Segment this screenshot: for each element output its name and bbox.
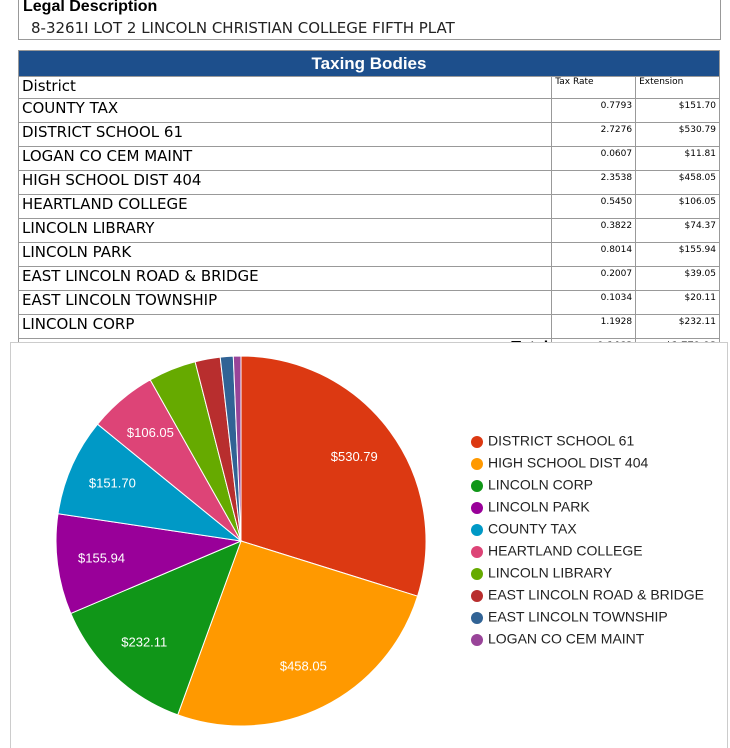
district-name: EAST LINCOLN TOWNSHIP — [17, 290, 553, 315]
tax-rate: 0.5450 — [551, 194, 637, 219]
legend-swatch — [471, 502, 483, 514]
tax-rate: 0.2007 — [551, 266, 637, 291]
district-name: LINCOLN CORP — [17, 314, 553, 339]
district-name: COUNTY TAX — [17, 98, 553, 123]
legend-swatch — [471, 546, 483, 558]
pie-slice — [55, 513, 243, 615]
slice-label: $155.94 — [78, 550, 125, 565]
legend-label: LINCOLN CORP — [488, 477, 593, 493]
district-name: EAST LINCOLN ROAD & BRIDGE — [17, 266, 553, 291]
tax-rate: 0.7793 — [551, 98, 637, 123]
tax-rate: 0.0607 — [551, 146, 637, 171]
table-row: EAST LINCOLN TOWNSHIP 0.1034 $20.11 — [17, 290, 720, 315]
legend-swatch — [471, 634, 483, 646]
legend-swatch — [471, 458, 483, 470]
slice-label: $530.79 — [331, 449, 378, 464]
slice-label: $232.11 — [121, 634, 167, 649]
pie-slice — [57, 423, 243, 542]
legend-label: LINCOLN LIBRARY — [488, 565, 613, 581]
extension: $530.79 — [635, 122, 720, 147]
table-row: LOGAN CO CEM MAINT 0.0607 $11.81 — [17, 146, 720, 171]
district-name: LOGAN CO CEM MAINT — [17, 146, 553, 171]
legend-swatch — [471, 436, 483, 448]
legend-label: COUNTY TAX — [488, 521, 577, 537]
slice-label: $458.05 — [280, 658, 327, 673]
legend-swatch — [471, 480, 483, 492]
taxing-table: Taxing Bodies District Tax Rate Extension C… — [17, 50, 720, 363]
extension: $155.94 — [635, 242, 720, 267]
pie-slice — [240, 355, 427, 597]
legend-label: HIGH SCHOOL DIST 404 — [488, 455, 648, 471]
pie-slice — [177, 540, 419, 727]
extension: $39.05 — [635, 266, 720, 291]
legend-label: EAST LINCOLN ROAD & BRIDGE — [488, 587, 704, 603]
table-row: COUNTY TAX 0.7793 $151.70 — [17, 98, 720, 123]
legend-swatch — [471, 612, 483, 624]
tax-rate: 1.1928 — [551, 314, 637, 339]
district-name: DISTRICT SCHOOL 61 — [17, 122, 553, 147]
extension: $20.11 — [635, 290, 720, 315]
table-row: LINCOLN CORP 1.1928 $232.11 — [17, 314, 720, 339]
district-name: LINCOLN PARK — [17, 242, 553, 267]
extension: $458.05 — [635, 170, 720, 195]
extension: $151.70 — [635, 98, 720, 123]
slice-label: $151.70 — [89, 476, 136, 491]
extension: $106.05 — [635, 194, 720, 219]
table-row: LINCOLN LIBRARY 0.3822 $74.37 — [17, 218, 720, 243]
tax-rate: 0.1034 — [551, 290, 637, 315]
legend-swatch — [471, 590, 483, 602]
district-name: HIGH SCHOOL DIST 404 — [17, 170, 553, 195]
extension: $232.11 — [635, 314, 720, 339]
district-name: HEARTLAND COLLEGE — [17, 194, 553, 219]
tax-rate: 0.3822 — [551, 218, 637, 243]
legal-title: Legal Description — [23, 0, 158, 15]
column-header: District — [17, 76, 553, 99]
tax-rate: 2.3538 — [551, 170, 637, 195]
slice-label: $106.05 — [127, 425, 174, 440]
chart: $530.79 $458.05 $232.11 $155.94 $151.70 $106.… — [10, 342, 728, 748]
legend-label: EAST LINCOLN TOWNSHIP — [488, 609, 668, 625]
column-header: Tax Rate — [551, 76, 637, 99]
table-row: DISTRICT SCHOOL 61 2.7276 $530.79 — [17, 122, 720, 147]
legend-swatch — [471, 568, 483, 580]
table-row: District Tax Rate Extension — [17, 76, 720, 99]
district-name: LINCOLN LIBRARY — [17, 218, 553, 243]
legend-swatch — [471, 524, 483, 536]
table-row: EAST LINCOLN ROAD & BRIDGE 0.2007 $39.05 — [17, 266, 720, 291]
table-row: LINCOLN PARK 0.8014 $155.94 — [17, 242, 720, 267]
tax-rate: 2.7276 — [551, 122, 637, 147]
legend-label: DISTRICT SCHOOL 61 — [488, 433, 634, 449]
legend-label: HEARTLAND COLLEGE — [488, 543, 643, 559]
legend-label: LOGAN CO CEM MAINT — [488, 631, 645, 647]
extension: $11.81 — [635, 146, 720, 171]
tax-rate: 0.8014 — [551, 242, 637, 267]
legal-description: Legal Description 8-3261I LOT 2 LINCOLN … — [18, 0, 721, 40]
extension: $74.37 — [635, 218, 720, 243]
pie-slice — [232, 355, 242, 542]
legal-text: 8-3261I LOT 2 LINCOLN CHRISTIAN COLLEGE … — [31, 19, 455, 37]
table-title: Taxing Bodies — [18, 50, 720, 77]
legend-label: LINCOLN PARK — [488, 499, 590, 515]
column-header: Extension — [635, 76, 720, 99]
pie-slice — [70, 540, 242, 716]
table-row: HIGH SCHOOL DIST 404 2.3538 $458.05 — [17, 170, 720, 195]
table-row: HEARTLAND COLLEGE 0.5450 $106.05 — [17, 194, 720, 219]
